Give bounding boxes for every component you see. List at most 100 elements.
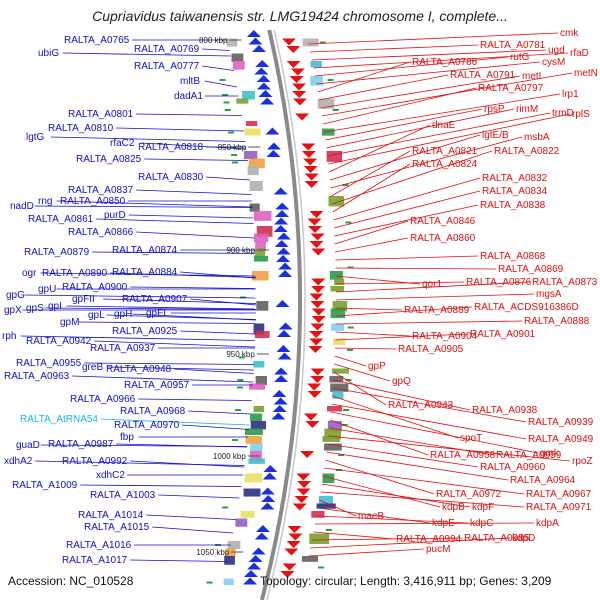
forward-gene-arrow bbox=[273, 225, 288, 232]
feature-block bbox=[254, 331, 270, 339]
gene-label-left: gpL bbox=[88, 310, 105, 321]
gene-connector-right bbox=[321, 483, 471, 508]
gene-connector-left bbox=[180, 330, 256, 335]
reverse-gene-arrow bbox=[286, 541, 301, 548]
reverse-gene-arrow bbox=[307, 218, 322, 226]
gene-connector-left bbox=[158, 494, 240, 499]
gene-label-left: RALTA_A0866 bbox=[68, 227, 134, 238]
marker-dash bbox=[238, 356, 245, 359]
feature-block bbox=[331, 323, 345, 331]
gene-connector-right bbox=[308, 32, 559, 45]
gene-label-right: RALTA_A0994 bbox=[396, 534, 462, 545]
gene-label-left: RALTA_AtRNA54 bbox=[20, 414, 98, 425]
reverse-gene-arrow bbox=[308, 226, 323, 233]
gene-label-right: RALTA_A0888 bbox=[524, 316, 590, 327]
gene-connector-left bbox=[96, 218, 254, 224]
gene-label-left: RALTA_A0907 bbox=[122, 294, 188, 305]
gene-connector-right bbox=[320, 75, 521, 109]
forward-gene-arrow bbox=[275, 300, 290, 307]
gene-connector-left bbox=[62, 52, 231, 57]
gene-label-right: RALTA_A0781 bbox=[480, 40, 546, 51]
gene-label-right: RALTA_A0846 bbox=[410, 216, 476, 227]
gene-label-left: gpM bbox=[60, 317, 79, 328]
gene-connector-left bbox=[152, 526, 234, 534]
feature-block bbox=[324, 443, 342, 451]
reverse-gene-arrow bbox=[296, 488, 311, 496]
feature-block bbox=[334, 278, 345, 285]
tick-label: 1000 kbp bbox=[213, 452, 246, 461]
gene-connector-right bbox=[333, 371, 387, 406]
feature-block bbox=[244, 128, 261, 136]
marker-dash bbox=[236, 386, 243, 389]
gene-connector-right bbox=[326, 108, 515, 149]
sequence-summary: Topology: circular; Length: 3,416,911 bp… bbox=[260, 574, 552, 588]
reverse-gene-arrow bbox=[310, 376, 325, 383]
reverse-gene-arrow bbox=[304, 173, 319, 181]
marker-dash bbox=[231, 154, 238, 156]
gene-connector-left bbox=[138, 398, 252, 401]
gene-connector-left bbox=[180, 271, 256, 279]
marker-dash bbox=[318, 566, 324, 569]
feature-block bbox=[248, 458, 266, 464]
tick-label: 1050 kbp bbox=[196, 548, 229, 557]
gene-label-left: gpFI bbox=[146, 308, 166, 319]
marker-dash bbox=[319, 41, 326, 44]
gene-label-left: RALTA_A1015 bbox=[84, 522, 150, 533]
gene-connector-left bbox=[204, 80, 238, 88]
forward-gene-arrow bbox=[273, 187, 288, 195]
gene-connector-left bbox=[136, 113, 242, 116]
gene-label-right: RALTA_A0938 bbox=[472, 405, 538, 416]
feature-block bbox=[329, 271, 343, 280]
gene-label-left: gpH bbox=[114, 309, 132, 320]
feature-block bbox=[253, 361, 265, 368]
gene-label-left: ubiG bbox=[38, 48, 59, 59]
forward-gene-arrow bbox=[260, 97, 275, 105]
accession-text: Accession: NC_010528 bbox=[8, 574, 134, 588]
gene-connector-right bbox=[311, 49, 547, 61]
gene-connector-right bbox=[316, 515, 469, 524]
reverse-gene-arrow bbox=[289, 76, 304, 83]
marker-dash bbox=[222, 506, 229, 509]
forward-gene-arrow bbox=[276, 330, 291, 337]
forward-gene-arrow bbox=[256, 75, 271, 82]
forward-gene-arrow bbox=[243, 577, 258, 585]
gene-label-right: metN bbox=[574, 68, 598, 79]
feature-block bbox=[302, 38, 319, 47]
forward-gene-arrow bbox=[278, 270, 293, 277]
gene-label-left: RALTA_A0777 bbox=[134, 61, 200, 72]
reverse-gene-arrow bbox=[304, 181, 319, 188]
gene-label-right: RALTA_A0791 bbox=[450, 70, 516, 81]
gene-label-left: RALTA_A0968 bbox=[120, 406, 186, 417]
forward-gene-arrow bbox=[244, 570, 259, 577]
forward-gene-arrow bbox=[263, 465, 278, 472]
gene-label-left: RALTA_A0987 bbox=[48, 439, 114, 450]
reverse-gene-arrow bbox=[295, 113, 310, 121]
feature-block bbox=[311, 511, 325, 518]
feature-block bbox=[226, 38, 238, 47]
feature-block bbox=[316, 503, 336, 509]
forward-gene-arrow bbox=[274, 240, 289, 247]
feature-block bbox=[321, 128, 335, 136]
feature-block bbox=[243, 488, 261, 497]
gene-connector-left bbox=[146, 514, 236, 520]
gene-connector-right bbox=[328, 113, 571, 165]
forward-gene-arrow bbox=[274, 375, 289, 382]
forward-gene-arrow bbox=[256, 82, 271, 90]
gene-connector-right bbox=[313, 531, 395, 540]
feature-block bbox=[254, 256, 268, 262]
feature-block bbox=[249, 203, 260, 212]
gene-connector-left bbox=[130, 460, 245, 468]
tick-label: 900 kbp bbox=[226, 246, 255, 255]
gene-connector-right bbox=[325, 459, 435, 495]
reverse-gene-arrow bbox=[303, 413, 318, 421]
marker-dash bbox=[325, 529, 332, 531]
reverse-gene-arrow bbox=[290, 68, 305, 76]
gene-connector-right bbox=[328, 435, 571, 462]
gene-label-right: maeB bbox=[358, 511, 384, 522]
forward-gene-arrow bbox=[254, 67, 269, 75]
gene-connector-right bbox=[331, 403, 527, 440]
marker-dash bbox=[237, 379, 244, 381]
gene-label-left: RALTA_A0884 bbox=[112, 267, 178, 278]
